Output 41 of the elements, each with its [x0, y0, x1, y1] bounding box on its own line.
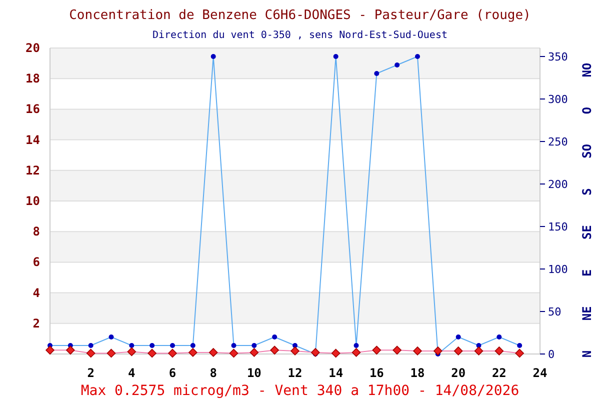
y-tick-label: 20 — [26, 41, 40, 55]
text: O — [580, 106, 594, 114]
x-tick-label: 24 — [532, 366, 548, 380]
chart-subtitle: Direction du vent 0-350 , sens Nord-Est-Sud-Ouest — [152, 30, 448, 41]
y2-tick-label: 150 — [548, 220, 568, 234]
x-tick-label: 20 — [451, 366, 466, 380]
y2-tick-label: 300 — [548, 93, 568, 106]
text: N — [580, 350, 594, 358]
x-tick-label: 4 — [128, 366, 136, 380]
y-tick-label: 8 — [32, 224, 40, 239]
chart-title: Concentration de Benzene C6H6-DONGES - Pasteur/Gare (rouge) — [69, 8, 531, 23]
text: NO — [580, 62, 594, 78]
y-tick-label: 2 — [32, 316, 40, 330]
text: E — [580, 269, 594, 276]
x-tick-label: 10 — [246, 366, 262, 380]
x-tick-label: 16 — [369, 366, 384, 380]
y2-tick-label: 250 — [548, 136, 568, 148]
text: SO — [580, 144, 594, 158]
y2-tick-label: 350 — [548, 50, 568, 64]
text: SE — [580, 225, 594, 240]
x-tick-label: 14 — [328, 366, 344, 380]
y-tick-label: 16 — [26, 102, 40, 116]
y-tick-label: 6 — [32, 255, 40, 270]
y-tick-label: 18 — [26, 72, 40, 86]
text: Max 0.2575 microg/m3 - Vent 340 a 17h00 - 14/08/2026 — [80, 383, 520, 399]
y2-tick-label: 50 — [548, 306, 562, 318]
x-tick-label: 8 — [210, 366, 217, 380]
x-tick-label: 18 — [410, 366, 425, 380]
y2-tick-label: 0 — [548, 348, 555, 361]
text: NE — [580, 306, 594, 321]
text: S — [580, 188, 594, 196]
y-tick-label: 10 — [26, 194, 40, 208]
y2-tick-label: 200 — [548, 178, 568, 191]
y-tick-label: 14 — [26, 132, 40, 147]
x-tick-label: 6 — [168, 366, 176, 380]
y-tick-label: 4 — [32, 286, 40, 300]
x-tick-label: 22 — [492, 366, 506, 380]
y2-tick-label: 100 — [548, 263, 568, 276]
y-tick-label: 12 — [26, 163, 40, 178]
x-tick-label: 2 — [87, 366, 94, 380]
x-tick-label: 12 — [288, 366, 302, 380]
